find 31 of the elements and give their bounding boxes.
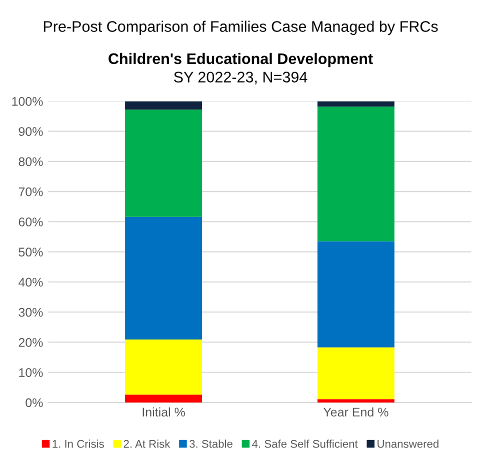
bar — [125, 394, 202, 402]
bar — [125, 216, 202, 340]
y-tick-label: 70% — [18, 187, 43, 196]
x-tick-label: Year End % — [323, 407, 388, 417]
bar — [125, 101, 202, 110]
bar — [317, 101, 394, 107]
y-tick-label: 80% — [18, 157, 43, 166]
text: SY 2022-23, N=394 — [174, 72, 308, 84]
x-tick-label: Initial % — [142, 407, 185, 417]
y-tick-label: 30% — [18, 308, 43, 317]
legend-label: 3. Stable — [189, 440, 232, 448]
bar — [317, 399, 394, 402]
y-tick-label: 90% — [18, 127, 43, 136]
y-tick-label: 40% — [18, 278, 43, 287]
bar — [317, 106, 394, 242]
legend-label: 2. At Risk — [124, 440, 170, 448]
bar — [125, 110, 202, 217]
legend-label: Unanswered — [378, 440, 438, 448]
y-tick-label: 50% — [18, 248, 43, 256]
y-tick-label: 0% — [26, 398, 43, 408]
y-tick-label: 20% — [18, 338, 43, 347]
chart-title: Pre-Post Comparison of Families Case Managed by FRCs — [44, 20, 438, 35]
y-tick-label: 100% — [12, 97, 43, 106]
bar — [317, 241, 394, 348]
chart-subtitle: Children's Educational Development — [108, 52, 373, 68]
y-tick-label: 10% — [19, 368, 43, 378]
y-tick-label: 60% — [18, 218, 43, 226]
legend-label: 1. In Crisis — [52, 440, 104, 448]
bar — [125, 340, 202, 395]
legend-label: 4. Safe Self Sufficient — [252, 440, 358, 448]
bar — [317, 347, 394, 400]
